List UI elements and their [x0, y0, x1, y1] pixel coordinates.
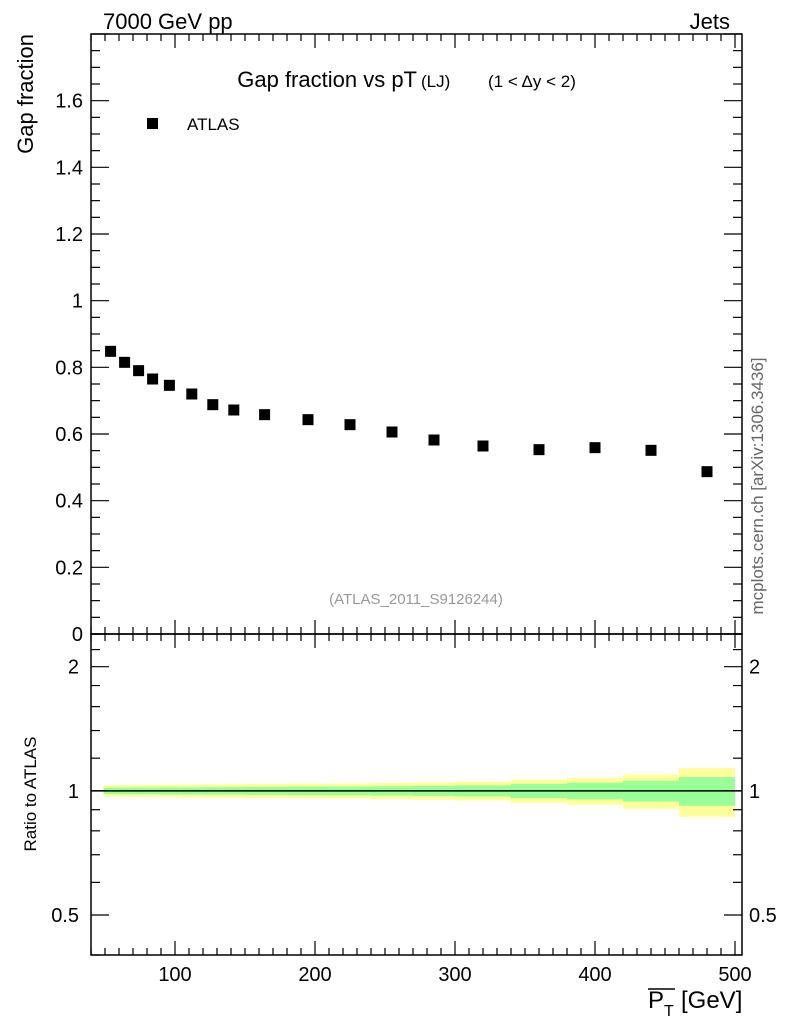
atlas-data-point [105, 345, 117, 357]
ratio-x-tick-label: 500 [718, 964, 751, 986]
ratio-y-tick-label-right: 1 [749, 781, 760, 803]
atlas-data-point [344, 419, 356, 431]
main-y-tick-label: 1 [72, 291, 83, 313]
ratio-bands [103, 768, 735, 817]
chart-title-range: (1 < Δy < 2) [488, 72, 576, 91]
x-axis-label-sub: T [664, 1003, 674, 1020]
x-axis-label-p: P [648, 987, 664, 1014]
atlas-data-point [589, 442, 601, 454]
atlas-data-point [186, 388, 198, 400]
ratio-x-tick-label: 200 [298, 964, 331, 986]
atlas-data-point [477, 440, 489, 452]
ratio-y-tick-label-left: 0.5 [51, 905, 79, 927]
x-axis-label: P T [GeV] [648, 987, 742, 1020]
ratio-x-tick-label: 100 [158, 964, 191, 986]
atlas-data-point [133, 365, 145, 377]
ratio-y-tick-label-right: 2 [749, 657, 760, 679]
ratio-panel: 0.5 0.5 1 1 2 2 100 200 300 400 500 Ratio to ATLA… [21, 633, 777, 1020]
process-label: Jets [690, 9, 730, 34]
main-y-tick-label: 0.2 [55, 557, 83, 579]
source-note: mcplots.cern.ch [arXiv:1306.3436] [748, 357, 767, 614]
main-y-tick-label: 1.6 [55, 91, 83, 113]
ratio-y-tick-label-right: 0.5 [749, 905, 777, 927]
ratio-y-axis-label: Ratio to ATLAS [21, 737, 40, 852]
main-y-tick-label: 0.6 [55, 424, 83, 446]
main-y-tick-label: 1.4 [55, 157, 83, 179]
ratio-frame [90, 633, 743, 956]
main-y-tick-label: 0 [72, 624, 83, 646]
ratio-y-axis: 0.5 0.5 1 1 2 2 [51, 633, 777, 956]
ratio-x-axis: 100 200 300 400 500 [90, 634, 752, 986]
atlas-data-point [386, 426, 398, 438]
atlas-data-points [105, 345, 713, 478]
atlas-data-point [163, 379, 175, 391]
main-y-axis-label: Gap fraction [13, 34, 38, 154]
atlas-data-point [259, 409, 271, 421]
main-y-tick-label: 1.2 [55, 224, 83, 246]
ratio-x-tick-label: 400 [578, 964, 611, 986]
chart-title: Gap fraction vs pT [237, 67, 417, 92]
x-axis-label-unit: [GeV] [681, 987, 742, 1014]
atlas-data-point [533, 444, 545, 456]
main-y-tick-label: 0.4 [55, 491, 83, 513]
atlas-data-point [645, 444, 657, 456]
ratio-y-tick-label-left: 2 [68, 657, 79, 679]
atlas-data-point [207, 399, 219, 411]
atlas-data-point [119, 356, 131, 368]
ratio-y-tick-label-left: 1 [68, 781, 79, 803]
atlas-data-point [701, 466, 713, 478]
atlas-data-point [147, 373, 159, 385]
legend-marker-atlas [147, 118, 158, 129]
atlas-data-point [228, 404, 240, 416]
legend-label-atlas: ATLAS [187, 115, 240, 134]
analysis-watermark: (ATLAS_2011_S9126244) [329, 591, 503, 608]
main-y-axis: 0 0.2 0.4 0.6 0.8 1 1.2 1.4 1.6 [55, 33, 742, 646]
energy-label: 7000 GeV pp [103, 9, 233, 34]
atlas-data-point [302, 414, 314, 426]
chart-title-lj: (LJ) [421, 72, 450, 91]
main-y-tick-label: 0.8 [55, 357, 83, 379]
main-panel: 0 0.2 0.4 0.6 0.8 1 1.2 1.4 1.6 Gap fraction Gap… [13, 33, 743, 646]
atlas-data-point [428, 434, 440, 446]
ratio-x-tick-label: 300 [438, 964, 471, 986]
main-x-ticks [90, 34, 736, 634]
